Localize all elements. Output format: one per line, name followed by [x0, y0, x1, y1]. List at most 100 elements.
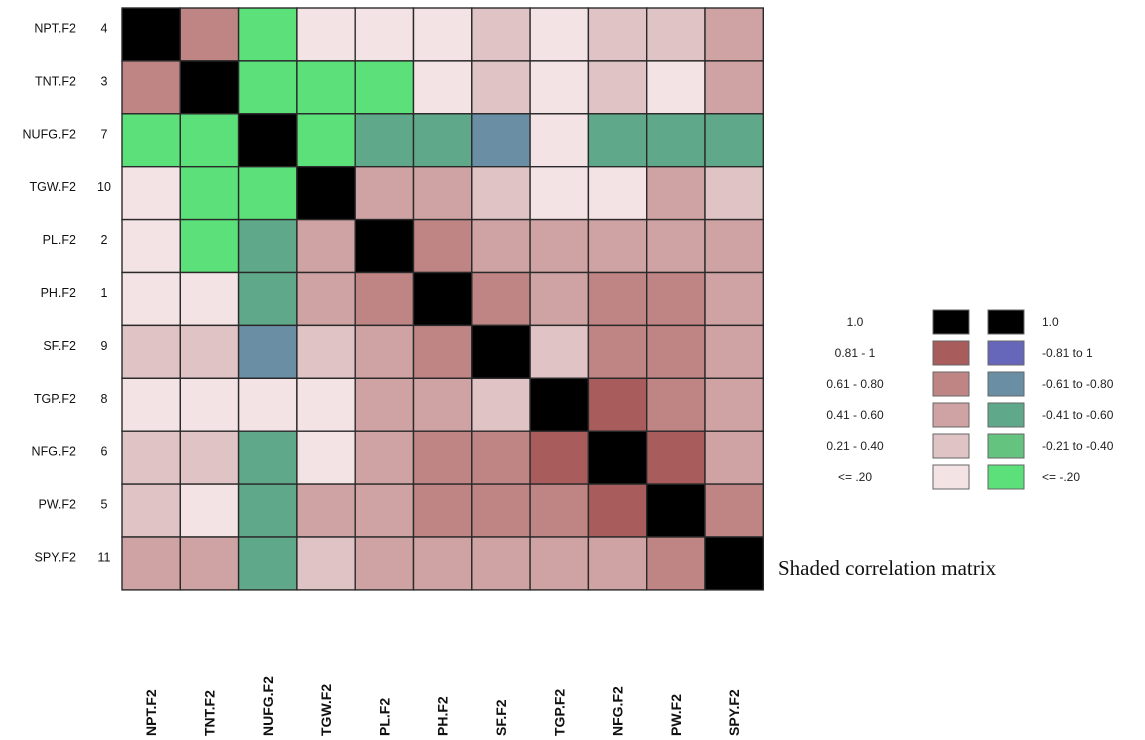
heatmap-cell	[179, 377, 240, 432]
heatmap-cell	[529, 324, 590, 379]
heatmap-cell	[412, 7, 473, 62]
legend-positive-label: <= .20	[838, 470, 872, 484]
column-label: NFG.F2	[610, 686, 626, 736]
heatmap-cell	[529, 113, 590, 168]
heatmap-cell	[354, 377, 415, 432]
heatmap-cell	[237, 483, 298, 538]
heatmap-cell	[354, 271, 415, 327]
row-label: SF.F2	[43, 339, 76, 353]
legend-positive-label: 0.61 - 0.80	[826, 377, 884, 391]
heatmap-cell	[121, 536, 181, 591]
chart-caption: Shaded correlation matrix	[778, 556, 997, 580]
heatmap-cell	[587, 377, 648, 432]
heatmap-cell	[237, 324, 298, 379]
heatmap-cell	[646, 430, 706, 485]
row-label: PL.F2	[43, 233, 76, 247]
row-order-label: 6	[101, 445, 108, 459]
heatmap-cell	[121, 7, 181, 62]
heatmap-cell	[471, 536, 531, 591]
heatmap-cell	[587, 7, 648, 62]
heatmap-cell	[529, 218, 590, 274]
heatmap-cell	[179, 324, 240, 379]
heatmap-cell	[179, 430, 240, 485]
heatmap-cell	[704, 430, 764, 485]
heatmap-cell	[646, 271, 706, 327]
heatmap-cell	[704, 218, 764, 274]
heatmap-cell	[529, 483, 590, 538]
heatmap-cell	[587, 60, 648, 115]
heatmap-cell	[412, 165, 473, 221]
heatmap-cells	[121, 7, 764, 591]
heatmap-cell	[354, 113, 415, 168]
column-label: NUFG.F2	[260, 676, 276, 736]
heatmap-cell	[121, 218, 181, 274]
legend-positive-swatch	[932, 433, 970, 459]
row-order-label: 8	[101, 392, 108, 406]
heatmap-cell	[237, 113, 298, 168]
legend-negative-swatch	[987, 433, 1025, 459]
heatmap-cell	[179, 483, 240, 538]
heatmap-cell	[237, 271, 298, 327]
legend-negative-label: -0.41 to -0.60	[1042, 408, 1114, 422]
heatmap-cell	[704, 536, 764, 591]
column-label: PH.F2	[435, 696, 451, 736]
legend-positive-label: 0.81 - 1	[835, 346, 876, 360]
legend-positive-swatch	[932, 464, 970, 490]
heatmap-cell	[587, 113, 648, 168]
heatmap-cell	[296, 483, 356, 538]
heatmap-cell	[237, 536, 298, 591]
heatmap-cell	[412, 536, 473, 591]
heatmap-cell	[121, 113, 181, 168]
heatmap-cell	[412, 377, 473, 432]
heatmap-cell	[296, 271, 356, 327]
heatmap-cell	[471, 60, 531, 115]
heatmap-cell	[587, 218, 648, 274]
heatmap-cell	[412, 271, 473, 327]
heatmap-cell	[296, 324, 356, 379]
heatmap-cell	[471, 430, 531, 485]
heatmap-cell	[354, 483, 415, 538]
legend-positive-label: 0.21 - 0.40	[826, 439, 884, 453]
legend-positive-swatch	[932, 371, 970, 397]
heatmap-cell	[121, 271, 181, 327]
row-label: PW.F2	[38, 498, 76, 512]
heatmap-cell	[179, 165, 240, 221]
heatmap-cell	[179, 7, 240, 62]
row-labels: NPT.F2 4 TNT.F2 3 NUFG.F2 7 TGW.F2 10 PL.F2 2 PH.F…	[23, 21, 111, 564]
heatmap-cell	[646, 218, 706, 274]
row-order-label: 10	[97, 180, 111, 194]
heatmap-cell	[704, 324, 764, 379]
heatmap-cell	[121, 165, 181, 221]
row-label: SPY.F2	[35, 550, 77, 564]
heatmap-cell	[179, 271, 240, 327]
heatmap-cell	[354, 218, 415, 274]
row-order-label: 5	[101, 498, 108, 512]
heatmap-cell	[471, 377, 531, 432]
heatmap-cell	[296, 113, 356, 168]
heatmap-cell	[471, 113, 531, 168]
heatmap-cell	[529, 60, 590, 115]
heatmap-cell	[704, 271, 764, 327]
heatmap-cell	[529, 430, 590, 485]
heatmap-cell	[412, 113, 473, 168]
row-order-label: 2	[101, 233, 108, 247]
heatmap-cell	[237, 377, 298, 432]
heatmap-cell	[587, 324, 648, 379]
heatmap-cell	[704, 113, 764, 168]
heatmap-cell	[354, 430, 415, 485]
legend-negative-label: -0.81 to 1	[1042, 346, 1093, 360]
row-order-label: 11	[98, 550, 111, 564]
heatmap-cell	[354, 7, 415, 62]
heatmap-cell	[354, 536, 415, 591]
heatmap-cell	[646, 113, 706, 168]
heatmap-cell	[646, 165, 706, 221]
heatmap-cell	[646, 483, 706, 538]
legend-negative-label: <= -.20	[1042, 470, 1080, 484]
row-label: NFG.F2	[32, 445, 76, 459]
legend-positive-swatch	[932, 402, 970, 428]
heatmap-cell	[587, 271, 648, 327]
legend-negative-swatch	[987, 371, 1025, 397]
heatmap-cell	[529, 377, 590, 432]
color-legend: 1.0 0.81 - 1 0.61 - 0.80 0.41 - 0.60 0.21 - …	[826, 309, 1114, 490]
